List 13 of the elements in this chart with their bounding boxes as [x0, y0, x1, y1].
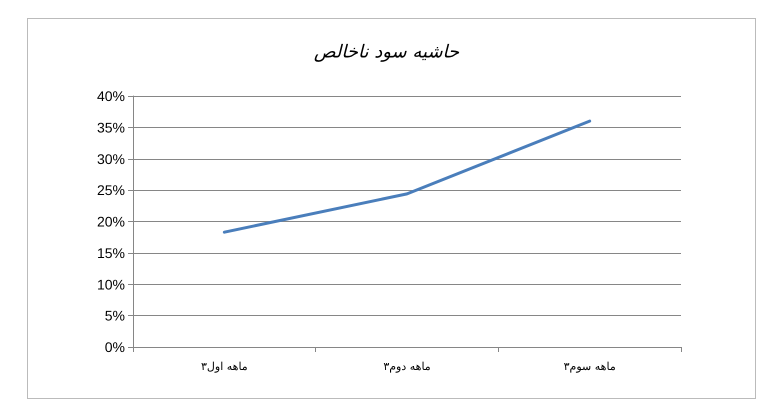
y-tick-label: 5%	[104, 308, 125, 324]
y-tick-label: 15%	[96, 244, 125, 261]
y-tick-label: 35%	[96, 119, 125, 136]
y-tick-label: 20%	[96, 214, 125, 230]
y-tick-label: 0%	[104, 339, 125, 355]
chart-title: حاشیه سود ناخالص	[314, 42, 460, 62]
x-tick-label: ۳ماهه دوم	[383, 360, 431, 373]
y-tick-label: 25%	[96, 182, 125, 198]
x-tick-label: ۳ماهه سوم	[564, 360, 616, 373]
y-tick-label: 40%	[96, 88, 125, 104]
y-tick-label: 30%	[96, 150, 125, 167]
x-tick-label: ۳ماهه اول	[200, 360, 248, 373]
y-tick-label: 10%	[96, 276, 125, 292]
